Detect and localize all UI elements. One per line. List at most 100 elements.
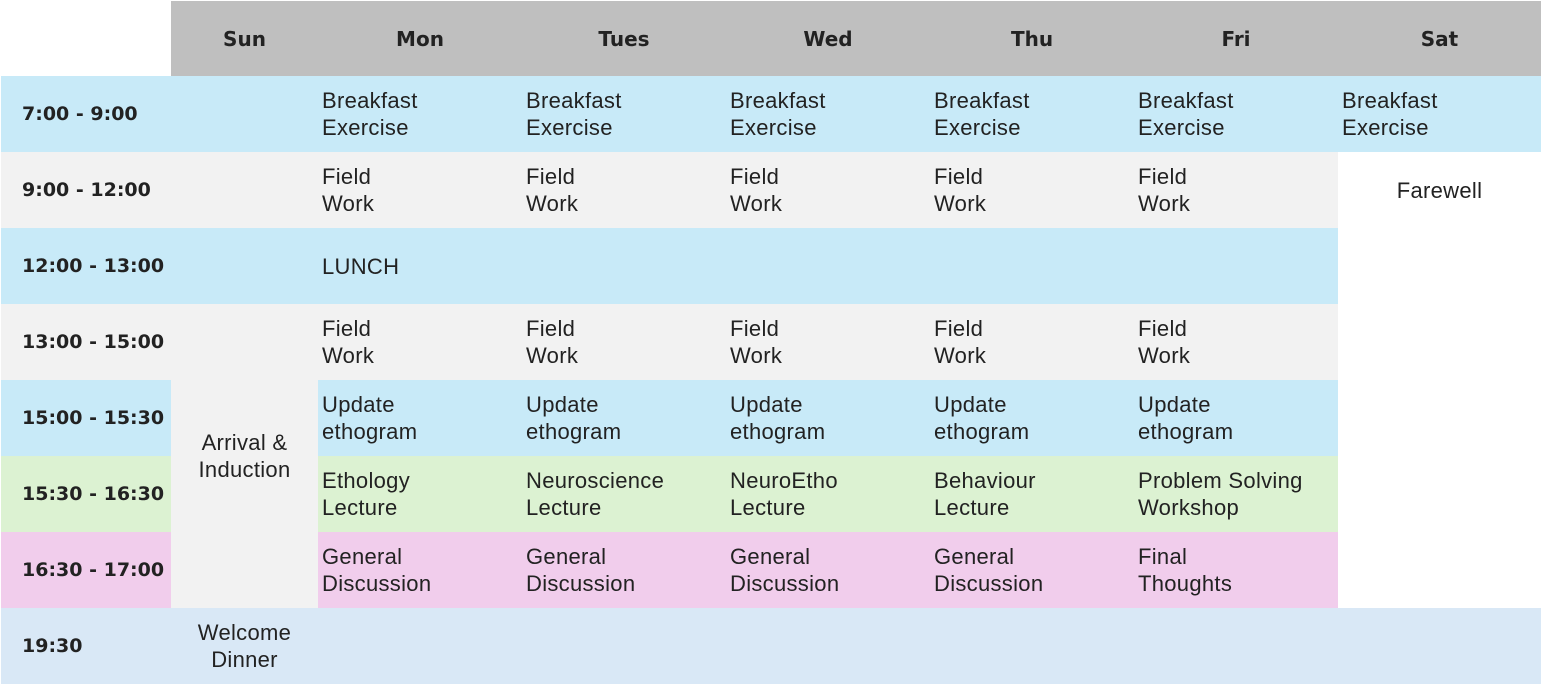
cell-mon-update: Update ethogram [318,380,522,456]
cell-sat-empty [1338,228,1541,608]
cell-wed-discussion: General Discussion [726,532,930,608]
cell-line: ethogram [730,419,826,444]
cell-line: Work [934,343,987,368]
row-7-9: 7:00 - 9:00 Breakfast Exercise Breakfast E… [1,76,1541,152]
cell-thu-field-work: Field Work [930,152,1134,228]
cell-wed-lecture: NeuroEtho Lecture [726,456,930,532]
row-15-1530: 15:00 - 15:30 Update ethogram Update ethog… [1,380,1541,456]
cell-line: Breakfast [934,88,1030,113]
cell-lunch: LUNCH [318,228,1338,304]
cell-line: Breakfast [526,88,622,113]
cell-tues-field-work: Field Work [522,152,726,228]
cell-line: Exercise [1342,115,1429,140]
time-label: 13:00 - 15:00 [1,304,171,380]
day-header-tues: Tues [522,1,726,76]
cell-line: Lecture [322,495,398,520]
cell-tues-lecture: Neuroscience Lecture [522,456,726,532]
cell-line: Breakfast [1138,88,1234,113]
cell-mon-breakfast: Breakfast Exercise [318,76,522,152]
cell-line: Field [322,164,372,189]
cell-line: Discussion [526,571,636,596]
cell-line: ethogram [526,419,622,444]
cell-line: Field [322,316,372,341]
cell-line: ethogram [1138,419,1234,444]
cell-sun-arrival: Arrival & Induction [171,304,318,608]
cell-line: General [934,544,1015,569]
cell-line: Lecture [730,495,806,520]
cell-thu-lecture: Behaviour Lecture [930,456,1134,532]
cell-line: ethogram [322,419,418,444]
row-1930: 19:30 Welcome Dinner [1,608,1541,684]
cell-sun-empty [171,76,318,152]
cell-dinner-empty [318,608,1541,684]
cell-line: Field [934,316,984,341]
cell-tues-breakfast: Breakfast Exercise [522,76,726,152]
cell-line: Work [322,191,375,216]
cell-mon-field-work: Field Work [318,304,522,380]
cell-line: Update [1138,392,1211,417]
cell-line: Work [934,191,987,216]
cell-line: Work [526,343,579,368]
cell-line: Work [322,343,375,368]
time-label: 9:00 - 12:00 [1,152,171,228]
cell-line: Update [526,392,599,417]
cell-line: Field [934,164,984,189]
cell-line: Work [1138,191,1191,216]
time-label: 15:00 - 15:30 [1,380,171,456]
cell-wed-update: Update ethogram [726,380,930,456]
cell-line: Ethology [322,468,411,493]
cell-line: Field [1138,316,1188,341]
cell-fri-field-work: Field Work [1134,152,1338,228]
time-label: 16:30 - 17:00 [1,532,171,608]
cell-fri-workshop: Problem Solving Workshop [1134,456,1338,532]
cell-tues-discussion: General Discussion [522,532,726,608]
cell-line: Workshop [1138,495,1240,520]
row-1630-17: 16:30 - 17:00 General Discussion General D… [1,532,1541,608]
cell-fri-field-work: Field Work [1134,304,1338,380]
cell-fri-breakfast: Breakfast Exercise [1134,76,1338,152]
day-header-fri: Fri [1134,1,1338,76]
time-label: 12:00 - 13:00 [1,228,171,304]
cell-sun-dinner: Welcome Dinner [171,608,318,684]
cell-line: Field [730,164,780,189]
cell-line: Field [1138,164,1188,189]
cell-fri-final-thoughts: Final Thoughts [1134,532,1338,608]
cell-line: Work [1138,343,1191,368]
cell-line: Work [730,191,783,216]
cell-line: Field [526,164,576,189]
cell-line: Work [730,343,783,368]
cell-line: Exercise [730,115,817,140]
cell-line: Lecture [934,495,1010,520]
cell-line: General [526,544,607,569]
day-header-thu: Thu [930,1,1134,76]
cell-line: Breakfast [1342,88,1438,113]
day-header-mon: Mon [318,1,522,76]
cell-mon-discussion: General Discussion [318,532,522,608]
cell-line: Lecture [526,495,602,520]
cell-line: Exercise [322,115,409,140]
cell-wed-field-work: Field Work [726,152,930,228]
cell-fri-update: Update ethogram [1134,380,1338,456]
day-header-wed: Wed [726,1,930,76]
cell-thu-update: Update ethogram [930,380,1134,456]
cell-line: Neuroscience [526,468,665,493]
cell-mon-field-work: Field Work [318,152,522,228]
cell-sun-empty [171,152,318,228]
cell-line: Exercise [1138,115,1225,140]
cell-line: Update [934,392,1007,417]
cell-thu-field-work: Field Work [930,304,1134,380]
cell-line: Final [1138,544,1188,569]
cell-tues-field-work: Field Work [522,304,726,380]
cell-line: Update [730,392,803,417]
time-label: 19:30 [1,608,171,684]
cell-line: Update [322,392,395,417]
cell-line: Problem Solving [1138,468,1303,493]
cell-line: Breakfast [730,88,826,113]
cell-line: Dinner [211,647,278,672]
cell-line: Behaviour [934,468,1036,493]
row-13-15: 13:00 - 15:00 Arrival & Induction Field Wo… [1,304,1541,608]
cell-line: Discussion [322,571,432,596]
cell-tues-update: Update ethogram [522,380,726,456]
cell-wed-field-work: Field Work [726,304,930,380]
day-header-sun: Sun [171,1,318,76]
